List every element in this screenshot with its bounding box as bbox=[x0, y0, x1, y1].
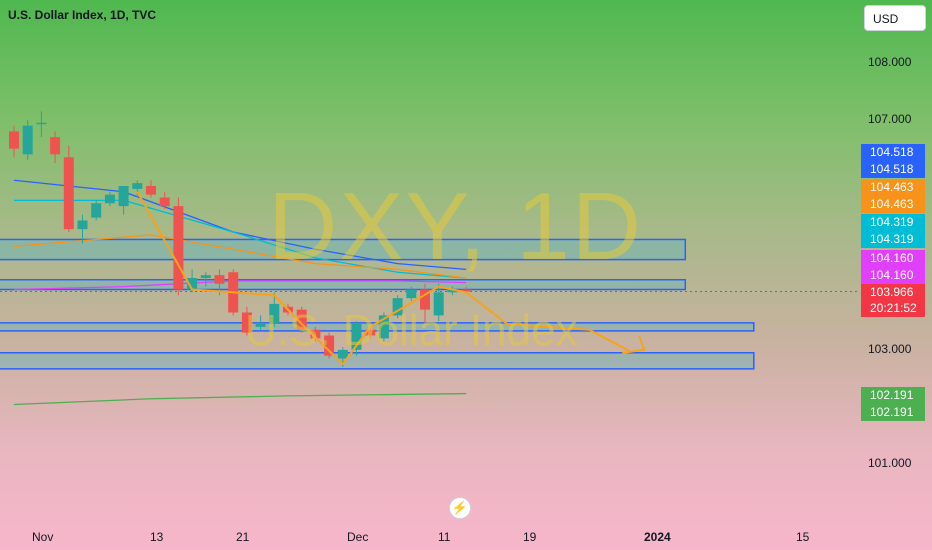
price-badge: 104.160 bbox=[861, 267, 925, 284]
candle-body bbox=[310, 329, 321, 339]
price-badge: 102.191 bbox=[861, 387, 925, 404]
candle-body bbox=[214, 275, 225, 284]
price-badge: 104.463 bbox=[861, 196, 925, 213]
countdown-badge: 20:21:52 bbox=[861, 300, 925, 317]
candle-body bbox=[255, 324, 266, 327]
candle-body bbox=[337, 349, 348, 359]
candle-body bbox=[187, 278, 198, 290]
moving-averages-layer bbox=[13, 179, 467, 406]
candle-body bbox=[91, 203, 102, 218]
zones-layer bbox=[0, 238, 755, 370]
x-tick-label: 13 bbox=[150, 530, 164, 544]
candle-body bbox=[77, 220, 88, 230]
candle-body bbox=[146, 186, 156, 195]
candle-body bbox=[433, 292, 444, 316]
price-badge: 104.319 bbox=[861, 231, 925, 248]
candle-body bbox=[173, 206, 184, 290]
support-resistance-zone bbox=[0, 238, 687, 261]
candle-body bbox=[118, 186, 129, 207]
candle-body bbox=[447, 289, 458, 293]
moving-average-line bbox=[13, 392, 467, 406]
candle-body bbox=[378, 315, 389, 339]
candle-body bbox=[200, 275, 211, 278]
chart-title: U.S. Dollar Index, 1D, TVC bbox=[8, 8, 157, 22]
candle-body bbox=[324, 335, 335, 356]
last-price-badge: 103.966 bbox=[861, 284, 925, 301]
candle-body bbox=[406, 289, 417, 299]
moving-average-line bbox=[13, 280, 467, 291]
candle-body bbox=[63, 157, 74, 230]
price-badge: 102.191 bbox=[861, 404, 925, 421]
projection-path bbox=[136, 191, 631, 366]
price-badge: 104.518 bbox=[861, 161, 925, 178]
currency-button[interactable]: USD bbox=[864, 5, 926, 31]
x-tick-label: 19 bbox=[523, 530, 537, 544]
flash-icon[interactable]: ⚡ bbox=[449, 497, 471, 519]
y-tick-label: 107.000 bbox=[868, 112, 912, 126]
price-badge: 104.518 bbox=[861, 144, 925, 161]
candle-body bbox=[241, 312, 252, 333]
candles-layer bbox=[9, 111, 472, 368]
candle-body bbox=[50, 137, 61, 155]
candle-body bbox=[36, 122, 47, 125]
x-tick-label: 11 bbox=[438, 530, 451, 544]
candle-body bbox=[392, 298, 403, 316]
support-resistance-zone bbox=[0, 278, 687, 291]
candle-body bbox=[159, 197, 170, 207]
projection-arrowhead bbox=[622, 335, 646, 354]
x-tick-label: Nov bbox=[32, 530, 54, 544]
candle-body bbox=[365, 329, 376, 336]
x-tick-label: 21 bbox=[236, 530, 250, 544]
candle-body bbox=[461, 289, 472, 292]
candle-body bbox=[269, 303, 280, 324]
symbol-watermark: DXY, 1D bbox=[268, 173, 644, 280]
projection-layer bbox=[136, 191, 646, 366]
x-tick-label: Dec bbox=[347, 530, 369, 544]
support-resistance-zone bbox=[0, 352, 755, 370]
y-tick-label: 108.000 bbox=[868, 55, 912, 69]
symbol-description-watermark: U.S. Dollar Index bbox=[245, 306, 578, 355]
price-badge: 104.463 bbox=[861, 179, 925, 196]
moving-average-line bbox=[13, 234, 467, 279]
price-badge: 104.160 bbox=[861, 250, 925, 267]
y-tick-label: 101.000 bbox=[868, 456, 912, 470]
x-tick-label: 2024 bbox=[644, 530, 671, 544]
candle-body bbox=[420, 289, 430, 310]
candle-body bbox=[296, 309, 307, 330]
price-badge: 104.319 bbox=[861, 214, 925, 231]
x-tick-label: 15 bbox=[796, 530, 810, 544]
candle-body bbox=[9, 131, 19, 149]
candle-body bbox=[351, 324, 362, 350]
y-tick-label: 103.000 bbox=[868, 342, 912, 356]
candle-body bbox=[22, 125, 33, 155]
candle-body bbox=[132, 183, 143, 189]
candle-body bbox=[104, 194, 115, 204]
moving-average-line bbox=[13, 179, 467, 271]
